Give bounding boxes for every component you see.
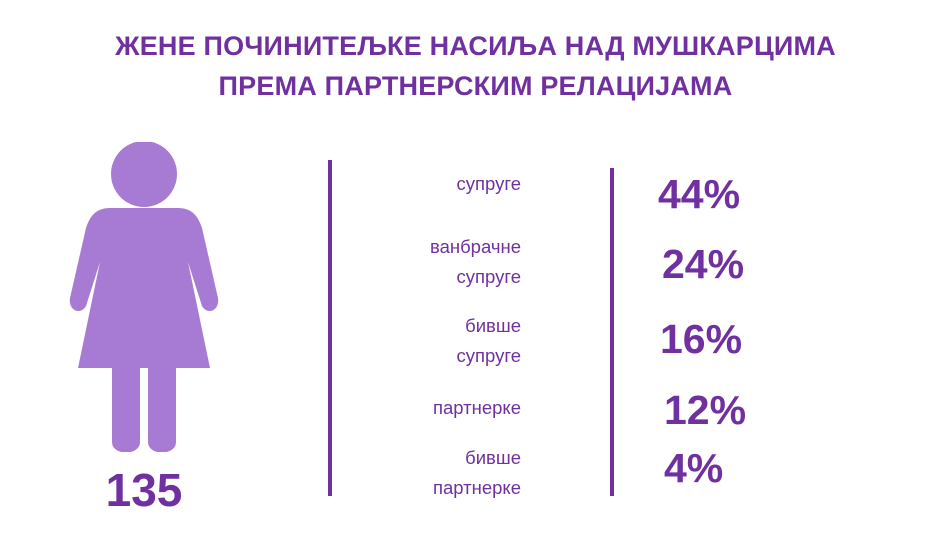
category-label-line: ванбрачне (429, 236, 521, 257)
category-label-line: супруге (456, 266, 521, 287)
chart-title-line-1: ЖЕНЕ ПОЧИНИТЕЉКЕ НАСИЉА НАД МУШКАРЦИМА (115, 31, 836, 61)
percent-value: 12% (664, 387, 747, 433)
right-divider (610, 168, 614, 496)
category-label-line: партнерке (432, 397, 521, 418)
category-label: супруге (457, 169, 521, 199)
left-divider (328, 160, 332, 496)
woman-icon (69, 142, 219, 452)
chart-title-line-2: ПРЕМА ПАРТНЕРСКИМ РЕЛАЦИЈАМА (218, 71, 733, 101)
percent-value: 44% (658, 171, 741, 217)
category-label-line: супруге (456, 173, 521, 194)
chart-title: ЖЕНЕ ПОЧИНИТЕЉКЕ НАСИЉА НАД МУШКАРЦИМА П… (0, 26, 951, 106)
percent-value: 4% (664, 445, 724, 491)
category-label-line: бивше (465, 315, 521, 336)
category-label: ванбрачне супруге (430, 232, 521, 292)
category-label-line: супруге (456, 345, 521, 366)
category-label: бивше супруге (457, 311, 521, 371)
category-label: партнерке (433, 393, 521, 423)
percent-value: 16% (660, 316, 743, 362)
category-label-line: бивше (465, 447, 521, 468)
percent-value: 24% (662, 241, 745, 287)
category-label: бивше партнерке (433, 443, 521, 503)
category-label-line: партнерке (432, 477, 521, 498)
total-count: 135 (105, 464, 183, 516)
